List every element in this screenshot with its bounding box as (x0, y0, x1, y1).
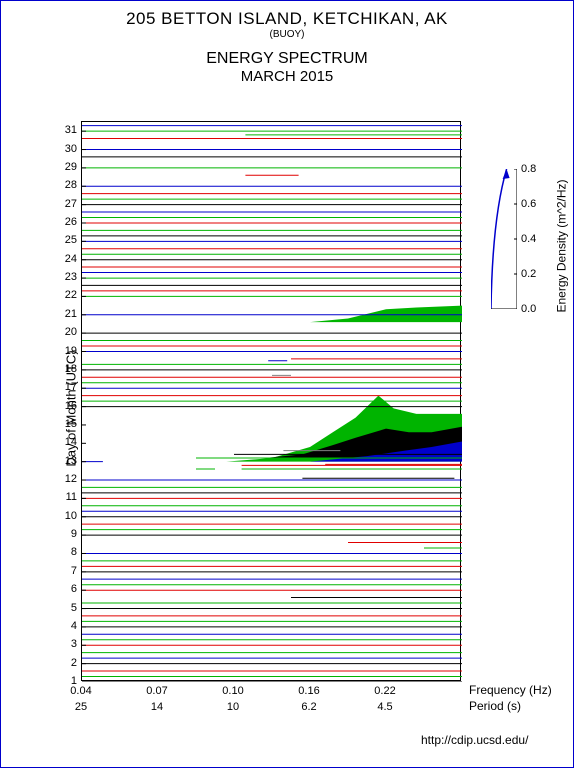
footer-url: http://cdip.ucsd.edu/ (421, 733, 528, 747)
spectrum-svg (82, 122, 462, 682)
station-title: 205 BETTON ISLAND, KETCHIKAN, AK (1, 9, 573, 29)
title-block: 205 BETTON ISLAND, KETCHIKAN, AK (BUOY) … (1, 1, 573, 85)
legend-tick: 0.2 (521, 268, 536, 280)
y-tick: 11 (57, 491, 77, 503)
y-tick: 31 (57, 124, 77, 136)
x-tick-period: 6.2 (301, 701, 316, 713)
y-tick: 2 (57, 657, 77, 669)
y-tick: 25 (57, 234, 77, 246)
x-axis-period-label: Period (s) (469, 699, 521, 713)
legend-svg (491, 169, 517, 309)
x-tick-freq: 0.16 (298, 685, 319, 697)
y-tick: 27 (57, 198, 77, 210)
y-tick: 24 (57, 253, 77, 265)
plot-type-title: ENERGY SPECTRUM (1, 50, 573, 68)
y-tick: 5 (57, 602, 77, 614)
x-tick-freq: 0.10 (222, 685, 243, 697)
y-tick: 4 (57, 620, 77, 632)
legend-label: Energy Density (m^2/Hz) (555, 180, 569, 313)
y-tick: 7 (57, 565, 77, 577)
y-axis-label: Day of Month (UTC) (64, 350, 79, 466)
legend-tick: 0.4 (521, 233, 536, 245)
y-tick: 20 (57, 326, 77, 338)
y-tick: 12 (57, 473, 77, 485)
legend-tick: 0.6 (521, 198, 536, 210)
date-title: MARCH 2015 (1, 68, 573, 85)
y-tick: 28 (57, 179, 77, 191)
x-tick-freq: 0.04 (70, 685, 91, 697)
legend-tick: 0.0 (521, 303, 536, 315)
buoy-subtitle: (BUOY) (1, 29, 573, 40)
y-tick: 30 (57, 143, 77, 155)
y-tick: 9 (57, 528, 77, 540)
y-tick: 26 (57, 216, 77, 228)
x-tick-freq: 0.07 (146, 685, 167, 697)
chart-frame: 205 BETTON ISLAND, KETCHIKAN, AK (BUOY) … (0, 0, 574, 768)
spectrum-plot-area (81, 121, 461, 681)
x-tick-freq: 0.22 (374, 685, 395, 697)
y-tick: 10 (57, 510, 77, 522)
y-tick: 23 (57, 271, 77, 283)
y-tick: 29 (57, 161, 77, 173)
energy-density-legend (491, 169, 517, 309)
x-tick-period: 4.5 (377, 701, 392, 713)
y-tick: 6 (57, 583, 77, 595)
y-tick: 22 (57, 289, 77, 301)
x-tick-period: 14 (151, 701, 163, 713)
y-tick: 3 (57, 638, 77, 650)
y-tick: 21 (57, 308, 77, 320)
x-tick-period: 10 (227, 701, 239, 713)
legend-tick: 0.8 (521, 163, 536, 175)
x-tick-period: 25 (75, 701, 87, 713)
x-axis-freq-label: Frequency (Hz) (469, 683, 552, 697)
y-tick: 8 (57, 546, 77, 558)
